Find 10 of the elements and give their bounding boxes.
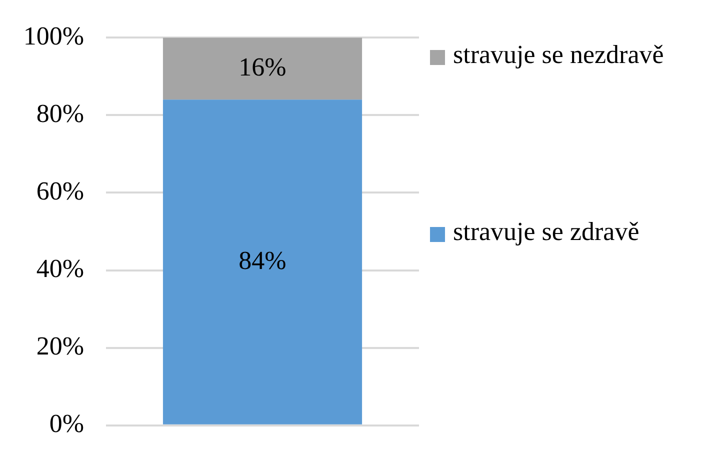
y-tick-label: 40% — [36, 254, 84, 284]
data-label: 16% — [238, 52, 286, 82]
y-tick-label: 100% — [23, 21, 84, 50]
legend-label: stravuje se zdravě — [453, 217, 640, 247]
legend-label: stravuje se nezdravě — [453, 40, 664, 70]
data-label: 84% — [238, 246, 286, 275]
y-tick-label: 60% — [36, 176, 84, 206]
y-tick-label: 80% — [36, 98, 84, 128]
y-tick-label: 0% — [49, 409, 84, 438]
y-tick-label: 20% — [36, 332, 84, 361]
